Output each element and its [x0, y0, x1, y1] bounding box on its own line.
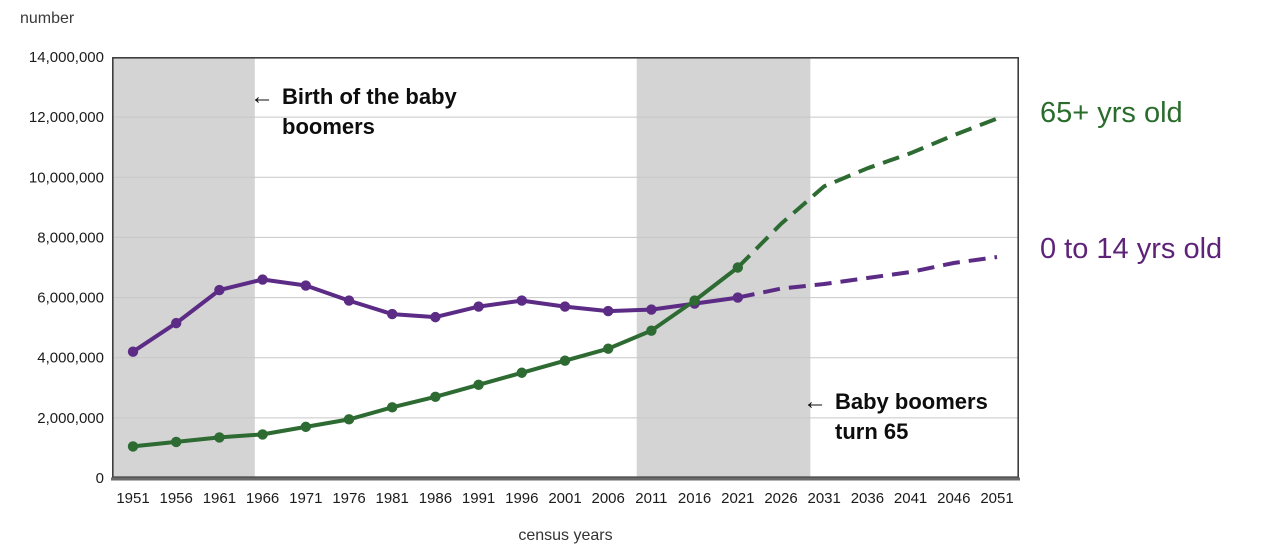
y-tick-label: 8,000,000: [37, 229, 104, 246]
series-0-to-14-yrs-old-point: [343, 295, 355, 306]
x-tick-label: 1966: [246, 490, 279, 507]
x-tick-label: 2036: [851, 490, 884, 507]
x-tick-label: 2006: [592, 490, 625, 507]
series-0-to-14-yrs-old-point: [732, 292, 743, 303]
y-tick-label: 2,000,000: [37, 410, 104, 427]
series-65-plus-yrs-old-point: [343, 414, 355, 425]
annotation-text: Baby boomers turn 65: [835, 387, 988, 447]
shaded-band-baby-boomers-turn-65: [636, 57, 811, 478]
series-65-plus-yrs-old-point: [300, 421, 311, 433]
x-tick-label: 2001: [548, 490, 581, 507]
left-arrow-icon: ←: [803, 388, 827, 415]
annotation-birth-of-baby-boomers: ← Birth of the baby boomers: [250, 82, 457, 142]
annotation-baby-boomers-turn-65: ← Baby boomers turn 65: [803, 387, 988, 447]
annotation-line: Birth of the baby: [282, 84, 457, 109]
x-tick-label: 1951: [116, 490, 149, 507]
series-0-to-14-yrs-old-point: [516, 295, 527, 306]
annotation-line: turn 65: [835, 419, 909, 444]
legend-label-65-plus: 65+ yrs old: [1040, 97, 1183, 129]
x-tick-label: 1976: [332, 490, 365, 507]
series-0-to-14-yrs-old-point: [603, 305, 614, 317]
y-axis-title: number: [20, 10, 75, 27]
x-tick-label: 1986: [419, 490, 452, 507]
x-tick-label: 2026: [764, 490, 797, 507]
y-tick-label: 0: [96, 470, 104, 487]
y-tick-label: 10,000,000: [29, 169, 104, 186]
series-65-plus-yrs-old-point: [732, 262, 743, 273]
series-65-plus-yrs-old-point: [430, 391, 441, 403]
legend-label-0-to-14: 0 to 14 yrs old: [1040, 233, 1223, 265]
plot-border: [112, 56, 1020, 478]
series-65-plus-yrs-old-point: [171, 436, 182, 448]
y-tick-label: 14,000,000: [29, 49, 104, 66]
series-65-plus-yrs-old-point: [646, 325, 657, 336]
series-0-to-14-yrs-old-point: [300, 280, 311, 291]
annotation-text: Birth of the baby boomers: [282, 82, 457, 142]
series-0-to-14-yrs-old-point: [127, 346, 139, 357]
x-tick-label: 1996: [505, 490, 538, 507]
series-0-to-14-yrs-old-point: [646, 304, 657, 315]
y-tick-label: 4,000,000: [37, 350, 104, 367]
x-axis-title: census years: [518, 527, 613, 544]
x-tick-label: 1981: [376, 490, 409, 507]
x-tick-label: 2031: [808, 490, 841, 507]
series-0-to-14-yrs-old-point: [257, 274, 268, 285]
annotation-line: boomers: [282, 114, 375, 139]
series-65-plus-yrs-old-point: [473, 379, 484, 390]
x-tick-label: 2041: [894, 490, 927, 507]
series-65-plus-yrs-old-point: [689, 295, 700, 306]
series-0-to-14-yrs-old-point: [430, 311, 441, 323]
x-tick-label: 2046: [937, 490, 970, 507]
x-tick-label: 2021: [721, 490, 754, 507]
series-65-plus-yrs-old-point: [127, 441, 139, 452]
x-tick-label: 2011: [635, 490, 667, 507]
x-tick-label: 1991: [462, 490, 495, 507]
x-tick-label: 1961: [203, 490, 236, 507]
left-arrow-icon: ←: [250, 83, 274, 110]
series-0-to-14-yrs-old-point: [559, 301, 571, 312]
series-65-plus-yrs-old-point: [257, 429, 268, 440]
series-65-plus-yrs-old-point: [214, 432, 225, 443]
x-tick-label: 2016: [678, 490, 711, 507]
shaded-band-birth-of-the-baby-boomers: [112, 57, 255, 478]
series-65-plus-yrs-old-point: [387, 402, 398, 413]
series-0-to-14-yrs-old-point: [387, 308, 398, 320]
series-0-to-14-yrs-old-projection-dashed-line: [737, 255, 998, 300]
series-0-to-14-yrs-old-point: [171, 317, 182, 329]
x-tick-label: 2051: [980, 490, 1013, 507]
series-0-to-14-yrs-old-point: [214, 284, 225, 296]
series-65-plus-yrs-old-projection-dashed-line: [736, 116, 998, 269]
series-65-plus-yrs-old-point: [516, 367, 527, 378]
x-tick-label: 1956: [160, 490, 193, 507]
series-0-to-14-yrs-old-point: [473, 301, 484, 312]
y-tick-label: 6,000,000: [37, 290, 104, 307]
y-tick-label: 12,000,000: [29, 109, 104, 126]
series-65-plus-yrs-old-point: [603, 343, 614, 354]
x-tick-label: 1971: [289, 490, 322, 507]
series-65-plus-yrs-old-point: [559, 355, 571, 366]
annotation-line: Baby boomers: [835, 389, 988, 414]
